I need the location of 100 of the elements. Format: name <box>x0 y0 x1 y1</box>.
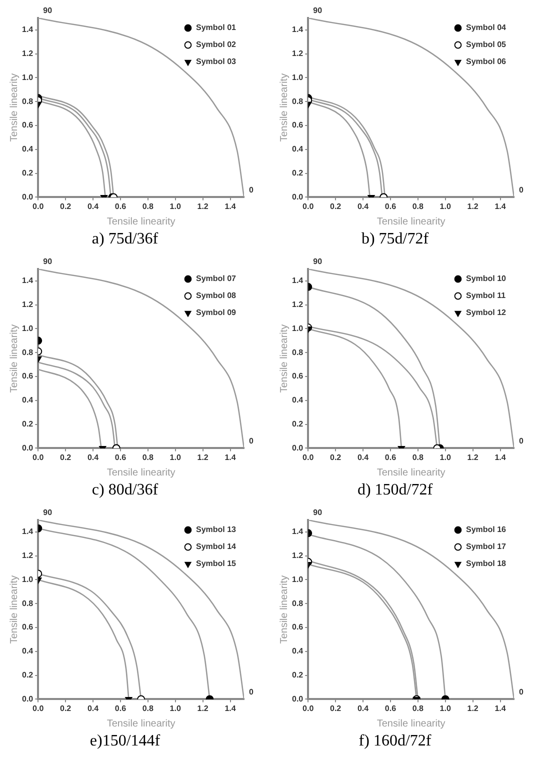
x-axis-title: Tensile linearity <box>376 216 446 228</box>
text: 0 <box>519 436 524 446</box>
legend-label: Symbol 01 <box>196 23 237 32</box>
legend-label: Symbol 09 <box>196 308 237 318</box>
legend-label: Symbol 15 <box>196 559 237 568</box>
y-tick-label: 0.6 <box>22 372 34 381</box>
y-tick-label: 0.8 <box>292 598 304 608</box>
x-tick-label: 0.6 <box>114 453 127 462</box>
x-tick-label: 0.2 <box>330 704 342 714</box>
x-tick-label: 0.8 <box>142 453 154 462</box>
y-tick-label: 0.2 <box>292 420 304 429</box>
legend-label: Symbol 18 <box>466 559 507 568</box>
text: e)150/144f <box>90 732 161 750</box>
x-tick-label: 1.0 <box>170 202 182 212</box>
legend-label: Symbol 10 <box>466 274 507 284</box>
x-axis-title: Tensile linearity <box>376 468 446 479</box>
y-tick-label: 0.0 <box>22 192 34 202</box>
x-tick-label: 1.4 <box>494 704 506 714</box>
y-tick-label: 0.8 <box>292 96 304 106</box>
y-tick-label: 0.2 <box>22 670 34 680</box>
x-tick-label: 0.8 <box>142 202 154 212</box>
text: b) 75d/72f <box>361 230 430 248</box>
y-tick-label: 1.0 <box>292 574 304 584</box>
legend-label: Symbol 02 <box>196 40 237 50</box>
x-tick-label: 0.0 <box>302 704 314 714</box>
x-tick-label: 0.4 <box>87 202 100 212</box>
x-tick-label: 1.0 <box>440 202 452 212</box>
y-tick-label: 0.2 <box>22 420 34 429</box>
x-tick-label: 0.8 <box>412 202 424 212</box>
x-axis-title: Tensile linearity <box>106 718 176 730</box>
x-tick-label: 1.0 <box>170 704 182 714</box>
x-tick-label: 0.6 <box>114 202 127 212</box>
x-tick-label: 0.4 <box>87 704 100 714</box>
x-axis-title: Tensile linearity <box>106 216 176 228</box>
text: a) 75d/36f <box>92 230 159 248</box>
x-tick-label: 0.2 <box>60 704 72 714</box>
x-tick-label: 0.6 <box>384 704 397 714</box>
text: d) 150d/72f <box>357 482 434 499</box>
y-tick-label: 0.0 <box>292 443 304 452</box>
x-tick-label: 1.0 <box>440 704 452 714</box>
x-tick-label: 1.2 <box>197 453 209 462</box>
y-tick-label: 0.2 <box>292 168 304 178</box>
y-tick-label: 0.6 <box>292 120 304 130</box>
y-tick-label: 0.0 <box>292 694 304 704</box>
legend-label: Symbol 08 <box>196 291 237 300</box>
x-tick-label: 1.2 <box>197 202 209 212</box>
y-tick-label: 0.6 <box>292 622 304 632</box>
legend-label: Symbol 07 <box>196 274 237 284</box>
y-tick-label: 1.0 <box>22 324 34 333</box>
x-axis-title: Tensile linearity <box>376 718 446 730</box>
x-tick-label: 1.4 <box>224 453 236 462</box>
x-tick-label: 0.8 <box>142 704 154 714</box>
legend-label: Symbol 11 <box>466 291 506 300</box>
y-tick-label: 1.2 <box>22 49 34 58</box>
y-tick-label: 1.0 <box>292 72 304 82</box>
y-tick-label: 0.0 <box>292 192 304 202</box>
y-tick-label: 0.8 <box>22 598 34 608</box>
x-tick-label: 0.0 <box>302 202 314 212</box>
x-tick-label: 0.2 <box>60 202 72 212</box>
text: 90 <box>313 6 323 16</box>
x-axis-title: Tensile linearity <box>106 468 176 479</box>
text: 90 <box>313 508 323 518</box>
y-axis-title: Tensile linearity <box>278 575 290 644</box>
y-axis-title: Tensile linearity <box>8 324 20 393</box>
x-tick-label: 0.0 <box>302 453 314 462</box>
x-tick-label: 0.2 <box>330 453 342 462</box>
y-tick-label: 0.4 <box>292 646 304 656</box>
y-tick-label: 0.4 <box>22 144 34 154</box>
y-tick-label: 1.4 <box>22 527 34 536</box>
y-tick-label: 1.2 <box>292 300 304 310</box>
text: 90 <box>43 6 53 16</box>
text: c) 80d/36f <box>92 482 159 499</box>
y-tick-label: 1.4 <box>292 527 304 536</box>
y-tick-label: 0.4 <box>292 396 304 405</box>
y-tick-label: 0.4 <box>22 396 34 405</box>
text: 90 <box>43 508 53 518</box>
x-tick-label: 1.2 <box>467 202 479 212</box>
y-tick-label: 0.4 <box>292 144 304 154</box>
y-axis-title: Tensile linearity <box>8 575 20 644</box>
x-tick-label: 0.4 <box>357 453 370 462</box>
legend-label: Symbol 14 <box>196 542 237 552</box>
x-tick-label: 0.6 <box>384 202 397 212</box>
legend-label: Symbol 13 <box>196 525 237 534</box>
x-tick-label: 0.4 <box>357 202 370 212</box>
y-tick-label: 0.6 <box>292 372 304 381</box>
text: 90 <box>43 257 53 266</box>
legend-label: Symbol 04 <box>466 23 507 32</box>
y-tick-label: 1.0 <box>22 72 34 82</box>
x-tick-label: 0.0 <box>32 453 44 462</box>
y-tick-label: 0.0 <box>22 694 34 704</box>
legend-label: Symbol 16 <box>466 525 507 534</box>
x-tick-label: 1.2 <box>467 453 479 462</box>
y-tick-label: 1.2 <box>22 300 34 310</box>
y-tick-label: 0.8 <box>22 348 34 357</box>
x-tick-label: 1.4 <box>494 453 506 462</box>
x-tick-label: 1.0 <box>440 453 452 462</box>
legend-label: Symbol 12 <box>466 308 507 318</box>
x-tick-label: 1.2 <box>467 704 479 714</box>
y-tick-label: 1.2 <box>292 49 304 58</box>
y-tick-label: 1.0 <box>22 574 34 584</box>
